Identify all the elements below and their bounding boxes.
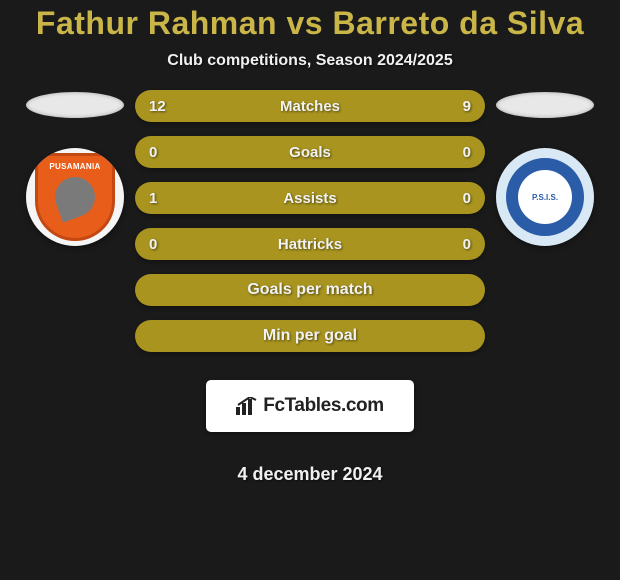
- stat-label: Goals per match: [149, 281, 471, 299]
- right-club-inner: P.S.I.S.: [518, 170, 572, 224]
- stat-right-value: 9: [441, 98, 471, 115]
- left-club-emblem: [49, 171, 100, 222]
- subtitle: Club competitions, Season 2024/2025: [167, 52, 452, 70]
- left-club-label: PUSAMANIA: [49, 162, 100, 171]
- stat-left-value: 0: [149, 144, 179, 161]
- stat-label: Assists: [179, 190, 441, 207]
- right-club-label: P.S.I.S.: [532, 193, 558, 202]
- stat-left-value: 12: [149, 98, 179, 115]
- left-player-ellipse: [26, 92, 124, 118]
- chart-icon: [236, 397, 258, 415]
- stat-label: Matches: [179, 98, 441, 115]
- stat-bar-min-per-goal: Min per goal: [135, 320, 485, 352]
- left-club-shield: PUSAMANIA: [35, 153, 115, 241]
- right-club-mid-ring: P.S.I.S.: [506, 158, 584, 236]
- main-row: PUSAMANIA 12 Matches 9 0 Goals 0 1 Assis…: [0, 90, 620, 485]
- right-player-ellipse: [496, 92, 594, 118]
- stats-column: 12 Matches 9 0 Goals 0 1 Assists 0 0 Hat…: [135, 90, 485, 485]
- stat-bar-goals-per-match: Goals per match: [135, 274, 485, 306]
- page-title: Fathur Rahman vs Barreto da Silva: [36, 5, 584, 42]
- generation-date: 4 december 2024: [135, 464, 485, 485]
- stat-bar-hattricks: 0 Hattricks 0: [135, 228, 485, 260]
- stat-bar-matches: 12 Matches 9: [135, 90, 485, 122]
- stat-right-value: 0: [441, 144, 471, 161]
- right-club-outer-ring: P.S.I.S.: [496, 148, 594, 246]
- stat-label: Goals: [179, 144, 441, 161]
- left-club-logo: PUSAMANIA: [26, 148, 124, 246]
- watermark-badge: FcTables.com: [206, 380, 414, 432]
- stat-bar-goals: 0 Goals 0: [135, 136, 485, 168]
- right-player-column: P.S.I.S.: [495, 90, 595, 246]
- stat-right-value: 0: [441, 190, 471, 207]
- stat-left-value: 1: [149, 190, 179, 207]
- stat-right-value: 0: [441, 236, 471, 253]
- comparison-card: Fathur Rahman vs Barreto da Silva Club c…: [0, 0, 620, 485]
- stat-label: Hattricks: [179, 236, 441, 253]
- left-player-column: PUSAMANIA: [25, 90, 125, 246]
- right-club-logo: P.S.I.S.: [496, 148, 594, 246]
- watermark-text: FcTables.com: [263, 395, 384, 417]
- stat-bar-assists: 1 Assists 0: [135, 182, 485, 214]
- stat-label: Min per goal: [149, 327, 471, 345]
- stat-left-value: 0: [149, 236, 179, 253]
